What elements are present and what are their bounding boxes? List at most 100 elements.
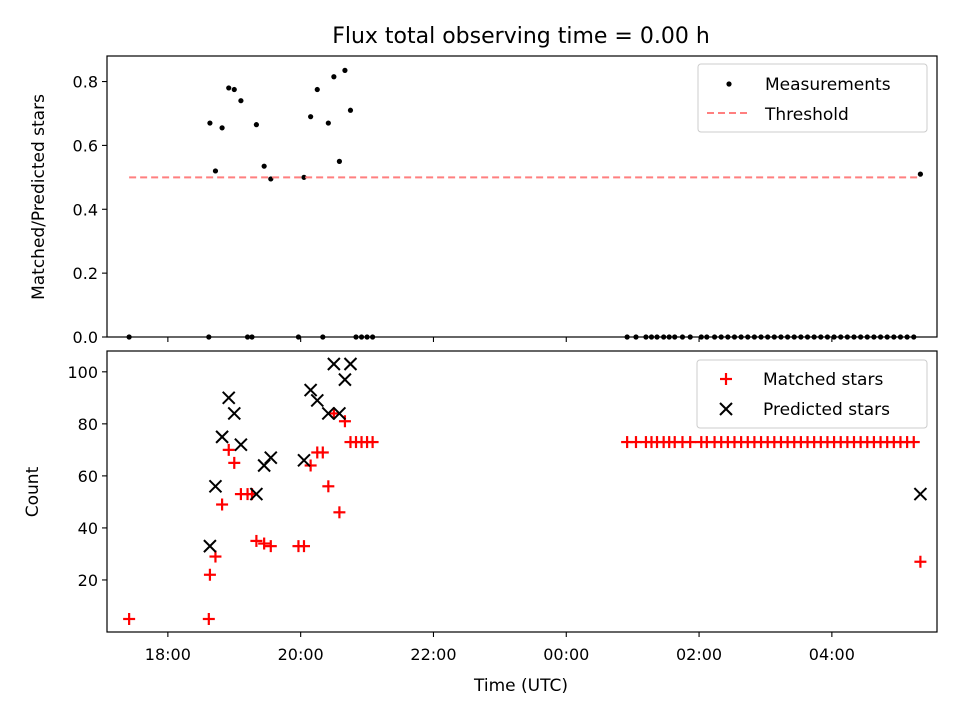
bottom-axes-frame <box>106 350 938 633</box>
matched-stars-point <box>304 459 317 472</box>
measurements-point <box>314 86 320 93</box>
measurements-point <box>661 334 667 340</box>
matched-stars-point <box>216 498 229 511</box>
matched-stars-point <box>338 415 351 428</box>
bottom-x-tick-label: 22:00 <box>410 645 456 664</box>
measurements-point <box>320 334 326 340</box>
measurements-point <box>301 174 307 180</box>
measurements-point <box>904 334 910 340</box>
predicted-stars-point <box>913 487 928 501</box>
measurements-point <box>838 334 844 340</box>
measurements-point <box>871 334 877 340</box>
predicted-stars-point <box>222 391 236 405</box>
top-y-tick-label: 0.4 <box>73 200 98 219</box>
measurements-point <box>231 86 237 93</box>
measurements-point <box>798 334 804 340</box>
measurements-point <box>745 334 751 340</box>
measurements-point <box>738 334 744 340</box>
top-plot-area <box>126 67 924 340</box>
matched-stars-point <box>366 436 379 449</box>
measurements-point <box>911 334 917 340</box>
measurements-point <box>858 334 864 340</box>
matched-stars-point <box>264 540 277 553</box>
predicted-stars-point <box>215 430 229 444</box>
bottom-y-tick-label: 60 <box>78 467 98 486</box>
top-legend: Measurements Threshold <box>697 63 928 133</box>
predicted-stars-point <box>310 393 324 408</box>
measurements-point <box>353 334 359 340</box>
measurements-point <box>261 163 267 169</box>
predicted-stars-point <box>264 450 278 465</box>
matched-stars-point <box>322 480 335 493</box>
measurements-point <box>219 125 225 131</box>
measurements-point <box>824 334 831 340</box>
matched-stars-point <box>327 407 340 420</box>
bottom-legend: Matched stars Predicted stars <box>696 359 928 429</box>
measurements-point <box>212 168 219 174</box>
measurements-point <box>679 334 686 340</box>
measurements-point <box>126 334 132 340</box>
measurements-point <box>308 114 314 120</box>
measurements-point <box>884 334 890 340</box>
measurements-point <box>917 171 924 177</box>
bottom-y-axis-label: Count <box>23 466 43 517</box>
measurements-point <box>370 334 376 340</box>
measurements-point <box>643 334 649 340</box>
measurements-point <box>844 334 850 340</box>
legend-matched-label: Matched stars <box>763 370 883 390</box>
legend-threshold-label: Threshold <box>764 105 849 125</box>
measurements-point <box>818 334 824 340</box>
measurements-point <box>358 334 365 340</box>
matched-stars-point <box>123 612 136 625</box>
top-y-tick-label: 0.6 <box>73 136 98 155</box>
predicted-stars-point <box>343 357 358 371</box>
measurements-point <box>295 334 302 340</box>
matched-stars-point <box>222 443 235 456</box>
measurements-point <box>711 334 718 340</box>
predicted-stars-point <box>234 437 248 452</box>
bottom-x-tick-label: 18:00 <box>145 645 191 664</box>
legend-predicted-label: Predicted stars <box>763 400 890 420</box>
measurements-point <box>244 334 251 340</box>
measurements-point <box>687 334 693 340</box>
top-y-tick-label: 0.0 <box>73 328 98 347</box>
measurements-point <box>624 334 630 340</box>
measurements-point <box>268 176 274 182</box>
measurements-point <box>331 74 337 80</box>
top-y-axis-label: Matched/Predicted stars <box>29 94 49 300</box>
measurements-point <box>725 334 731 340</box>
bottom-panel: 20 40 60 80 100 18:00 20:00 22:00 00:00 02:00 04:… <box>23 350 938 696</box>
predicted-stars-point <box>208 479 223 494</box>
measurements-point <box>785 334 791 340</box>
bottom-y-tick-label: 80 <box>78 415 98 434</box>
bottom-plot-area <box>123 357 928 625</box>
top-axes-frame <box>106 55 938 338</box>
measurements-point <box>226 85 232 91</box>
measurements-point <box>336 158 342 164</box>
measurements-point <box>758 334 764 340</box>
top-y-tick-label: 0.8 <box>73 73 98 92</box>
bottom-x-tick-label: 04:00 <box>809 645 855 664</box>
bottom-y-tick-label: 40 <box>78 519 98 538</box>
measurements-point <box>731 334 738 340</box>
matched-stars-point <box>203 568 216 581</box>
measurements-point <box>325 120 331 126</box>
matched-stars-point <box>228 456 241 469</box>
measurements-point <box>804 334 811 340</box>
legend-predicted-marker <box>719 402 733 416</box>
measurements-point <box>704 334 710 340</box>
matched-stars-point <box>316 446 329 459</box>
matched-stars-point <box>297 540 310 553</box>
bottom-x-ticks: 18:00 20:00 22:00 00:00 02:00 04:00 <box>145 632 855 664</box>
bottom-legend-box <box>696 359 928 429</box>
measurements-point <box>648 334 655 340</box>
measurements-point <box>347 107 354 113</box>
predicted-stars-point <box>332 406 347 421</box>
figure-title: Flux total observing time = 0.00 h <box>332 24 710 49</box>
measurements-point <box>791 334 797 340</box>
matched-stars-point <box>684 436 697 449</box>
matched-stars-point <box>333 506 346 519</box>
measurements-point <box>891 334 897 340</box>
predicted-stars-point <box>327 357 341 371</box>
